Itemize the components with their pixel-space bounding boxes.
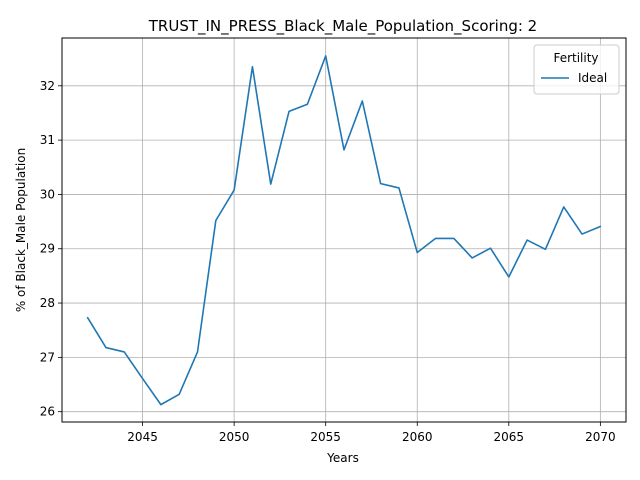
legend-box	[533, 44, 620, 95]
x-axis-label: Years	[326, 451, 359, 465]
x-axis: 2045 2050 2055 2060 2065 2070	[127, 422, 616, 444]
series-line-ideal	[86, 55, 602, 406]
y-tick-label: 27	[40, 350, 55, 364]
y-tick-label: 26	[40, 405, 55, 419]
x-tick-label: 2065	[494, 430, 525, 444]
y-tick-label: 28	[40, 296, 55, 310]
x-tick-label: 2070	[585, 430, 616, 444]
chart-title: TRUST_IN_PRESS_Black_Male_Population_Sco…	[148, 17, 537, 36]
grid-lines	[62, 38, 626, 422]
y-tick-label: 31	[40, 133, 55, 147]
x-tick-label: 2060	[402, 430, 433, 444]
x-tick-label: 2055	[310, 430, 341, 444]
legend: Fertility Ideal	[533, 44, 620, 95]
plot-area	[61, 37, 627, 423]
x-tick-label: 2045	[127, 430, 158, 444]
plot-frame	[61, 37, 627, 423]
y-tick-label: 29	[40, 242, 55, 256]
legend-label-ideal: Ideal	[578, 71, 607, 85]
y-tick-label: 30	[40, 187, 55, 201]
legend-title: Fertility	[553, 51, 598, 65]
y-axis: 26 27 28 29 30 31 32	[40, 79, 62, 419]
series-layer	[86, 55, 602, 406]
x-tick-label: 2050	[219, 430, 250, 444]
y-axis-label: % of Black_Male Population	[14, 148, 28, 312]
y-tick-label: 32	[40, 79, 55, 93]
